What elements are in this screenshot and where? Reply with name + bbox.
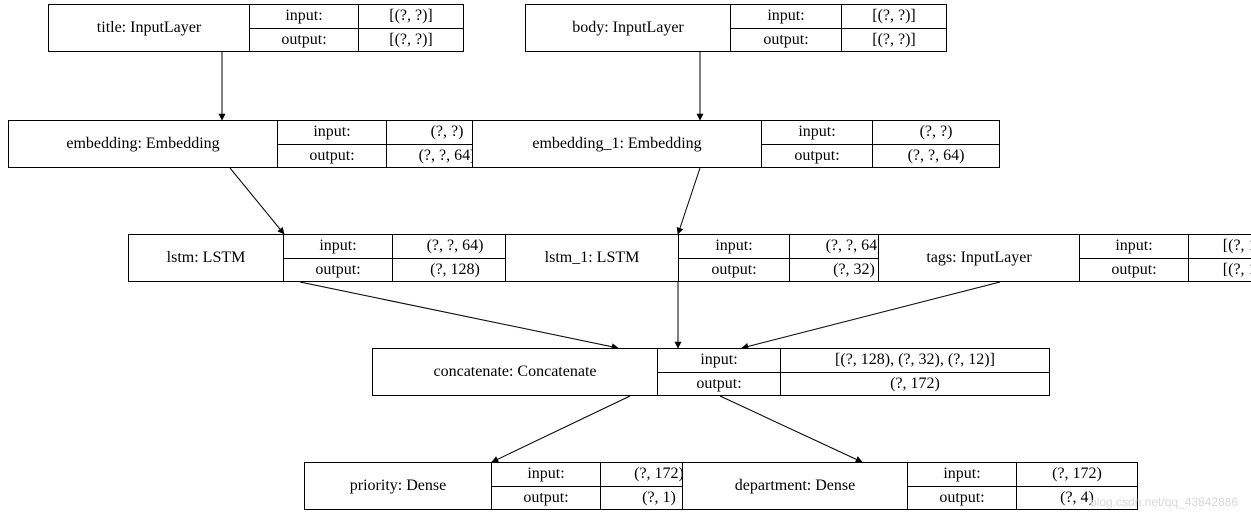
edge-7: [492, 396, 630, 462]
io-value: (?, ?, 64): [873, 145, 999, 168]
node-name: title: InputLayer: [49, 5, 250, 51]
io-label: output:: [731, 29, 842, 52]
node-body: body: InputLayerinput:[(?, ?)]output:[(?…: [525, 4, 947, 52]
io-label: output:: [250, 29, 359, 52]
node-priority: priority: Denseinput:(?, 172)output:(?, …: [304, 462, 718, 510]
edge-2: [230, 168, 284, 234]
node-name: embedding_1: Embedding: [473, 121, 762, 167]
node-name: lstm_1: LSTM: [506, 235, 679, 281]
io-label: output:: [284, 259, 393, 282]
io-value: (?, 128): [393, 259, 517, 282]
io-label: output:: [679, 259, 790, 282]
edge-6: [742, 282, 1000, 348]
io-value: [(?, 12)]: [1189, 235, 1251, 258]
io-value: [(?, ?)]: [842, 5, 946, 28]
node-name: body: InputLayer: [526, 5, 731, 51]
io-label: input:: [284, 235, 393, 258]
io-value: (?, ?, 64): [393, 235, 517, 258]
io-label: input:: [762, 121, 873, 144]
node-name: embedding: Embedding: [9, 121, 278, 167]
edge-4: [300, 282, 618, 348]
node-name: department: Dense: [683, 463, 908, 509]
node-title: title: InputLayerinput:[(?, ?)]output:[(…: [48, 4, 464, 52]
node-name: tags: InputLayer: [879, 235, 1080, 281]
node-tags: tags: InputLayerinput:[(?, 12)]output:[(…: [878, 234, 1251, 282]
io-label: output:: [492, 487, 601, 510]
edge-3: [678, 168, 700, 234]
io-label: input:: [908, 463, 1017, 486]
node-name: lstm: LSTM: [129, 235, 284, 281]
io-label: input:: [731, 5, 842, 28]
io-value: (?, 172): [781, 373, 1049, 396]
io-label: output:: [1080, 259, 1189, 282]
io-label: output:: [908, 487, 1017, 510]
io-label: input:: [658, 349, 781, 372]
node-lstm: lstm: LSTMinput:(?, ?, 64)output:(?, 128…: [128, 234, 518, 282]
node-name: concatenate: Concatenate: [373, 349, 658, 395]
node-department: department: Denseinput:(?, 172)output:(?…: [682, 462, 1138, 510]
io-label: output:: [278, 145, 387, 168]
node-concat: concatenate: Concatenateinput:[(?, 128),…: [372, 348, 1050, 396]
io-value: [(?, 128), (?, 32), (?, 12)]: [781, 349, 1049, 372]
edge-8: [720, 396, 862, 462]
io-value: [(?, ?)]: [359, 29, 463, 52]
io-value: (?, ?): [873, 121, 999, 144]
io-label: input:: [1080, 235, 1189, 258]
io-label: output:: [762, 145, 873, 168]
io-value: (?, 172): [1017, 463, 1137, 486]
io-value: [(?, ?)]: [359, 5, 463, 28]
node-embedding1: embedding_1: Embeddinginput:(?, ?)output…: [472, 120, 1000, 168]
node-name: priority: Dense: [305, 463, 492, 509]
io-value: [(?, 12)]: [1189, 259, 1251, 282]
io-label: output:: [658, 373, 781, 396]
io-label: input:: [492, 463, 601, 486]
watermark: blog.csdn.net/qq_43842886: [1090, 495, 1238, 509]
io-label: input:: [250, 5, 359, 28]
node-lstm1: lstm_1: LSTMinput:(?, ?, 64)output:(?, 3…: [505, 234, 919, 282]
io-value: [(?, ?)]: [842, 29, 946, 52]
node-embedding: embedding: Embeddinginput:(?, ?)output:(…: [8, 120, 508, 168]
io-label: input:: [679, 235, 790, 258]
io-label: input:: [278, 121, 387, 144]
